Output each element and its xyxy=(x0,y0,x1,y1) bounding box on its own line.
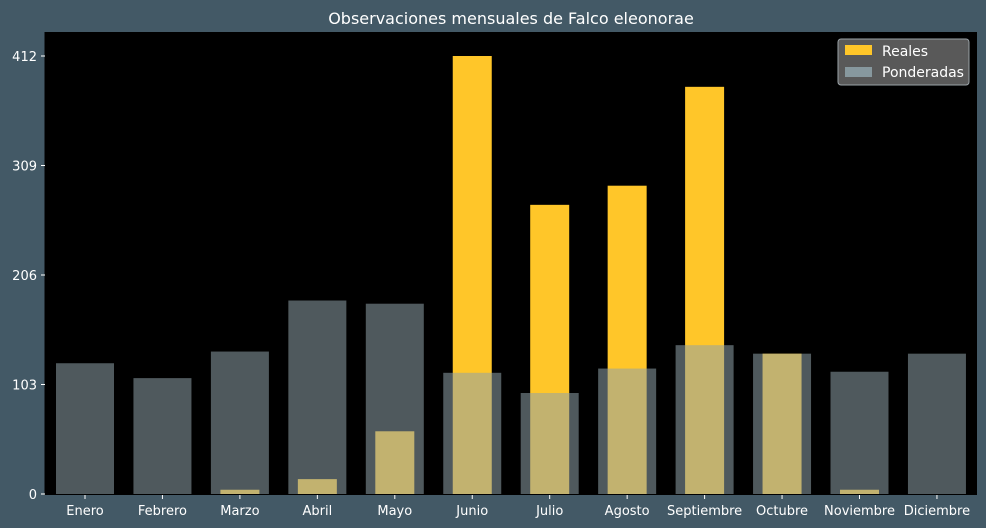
bar-ponderadas-noviembre xyxy=(830,371,889,494)
y-axis: 0 103 206 309 412 xyxy=(12,32,46,503)
bar-ponderadas-julio xyxy=(520,393,579,494)
x-tick-label-septiembre: Septiembre xyxy=(667,504,742,519)
x-tick-label-mayo: Mayo xyxy=(377,504,412,519)
y-tick-label: 0 xyxy=(29,488,37,503)
x-axis: Enero Febrero Marzo Abril Mayo Junio Julio Agos… xyxy=(66,495,970,519)
x-tick-label-noviembre: Noviembre xyxy=(824,504,895,519)
x-tick-label-junio: Junio xyxy=(455,504,488,519)
x-tick-label-marzo: Marzo xyxy=(220,504,259,519)
x-tick-label-julio: Julio xyxy=(535,504,563,519)
series-ponderadas xyxy=(56,300,966,494)
bar-ponderadas-junio xyxy=(443,372,502,494)
x-tick-label-octubre: Octubre xyxy=(756,504,808,519)
bar-ponderadas-agosto xyxy=(598,368,657,494)
x-tick-label-agosto: Agosto xyxy=(605,504,650,519)
bar-ponderadas-enero xyxy=(56,363,114,494)
legend-swatch-reales xyxy=(845,45,872,55)
legend-label-reales: Reales xyxy=(882,44,928,60)
y-tick-label: 309 xyxy=(12,160,37,175)
legend-label-ponderadas: Ponderadas xyxy=(882,65,964,81)
bar-ponderadas-mayo xyxy=(365,303,424,494)
x-tick-label-febrero: Febrero xyxy=(138,504,187,519)
bar-ponderadas-febrero xyxy=(133,378,192,494)
legend: Reales Ponderadas xyxy=(837,38,970,86)
bar-ponderadas-marzo xyxy=(210,351,269,494)
bar-ponderadas-abril xyxy=(288,300,347,494)
legend-swatch-ponderadas xyxy=(845,67,872,77)
chart-title: Observaciones mensuales de Falco eleonor… xyxy=(328,9,694,28)
plot-area xyxy=(45,32,977,495)
x-tick-label-diciembre: Diciembre xyxy=(904,504,970,519)
y-tick-label: 206 xyxy=(12,269,37,284)
bar-ponderadas-septiembre xyxy=(675,345,734,494)
x-tick-label-enero: Enero xyxy=(66,504,104,519)
y-tick-label: 103 xyxy=(12,379,37,394)
y-tick-label: 412 xyxy=(12,50,37,65)
x-tick-label-abril: Abril xyxy=(302,504,332,519)
bar-ponderadas-octubre xyxy=(753,353,812,494)
bar-ponderadas-diciembre xyxy=(907,353,966,494)
